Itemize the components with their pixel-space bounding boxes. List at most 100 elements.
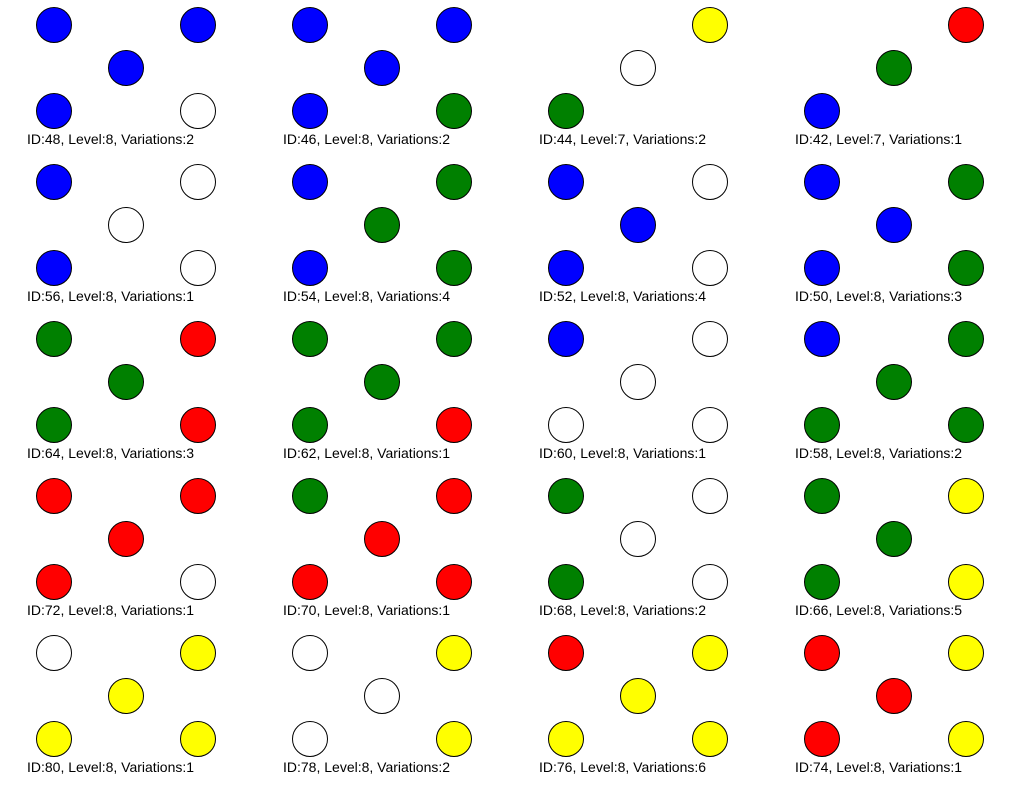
red-circle [364,521,400,557]
white-circle [36,635,72,671]
green-circle [436,321,472,357]
cell-caption: ID:54, Level:8, Variations:4 [283,288,451,304]
green-circle [948,407,984,443]
white-circle [108,207,144,243]
pattern-cell: ID:54, Level:8, Variations:4 [256,157,512,314]
blue-circle [36,164,72,200]
pattern-cell: ID:50, Level:8, Variations:3 [768,157,1024,314]
cell-caption: ID:70, Level:8, Variations:1 [283,602,451,618]
green-circle [292,407,328,443]
red-circle [436,564,472,600]
red-circle [180,321,216,357]
pattern-cell: ID:74, Level:8, Variations:1 [768,628,1024,785]
red-circle [804,635,840,671]
green-circle [292,321,328,357]
green-circle [436,164,472,200]
yellow-circle [948,721,984,757]
white-circle [692,321,728,357]
blue-circle [436,7,472,43]
white-circle [292,721,328,757]
yellow-circle [948,478,984,514]
green-circle [548,478,584,514]
blue-circle [364,50,400,86]
white-circle [620,364,656,400]
blue-circle [548,164,584,200]
yellow-circle [948,564,984,600]
green-circle [804,407,840,443]
yellow-circle [436,635,472,671]
cell-caption: ID:58, Level:8, Variations:2 [795,445,963,461]
green-circle [292,478,328,514]
pattern-cell: ID:42, Level:7, Variations:1 [768,0,1024,157]
white-circle [692,164,728,200]
pattern-cell: ID:58, Level:8, Variations:2 [768,314,1024,471]
red-circle [180,407,216,443]
yellow-circle [180,635,216,671]
pattern-cell: ID:56, Level:8, Variations:1 [0,157,256,314]
green-circle [436,250,472,286]
cell-caption: ID:48, Level:8, Variations:2 [27,131,195,147]
pattern-cell: ID:68, Level:8, Variations:2 [512,471,768,628]
white-circle [692,407,728,443]
blue-circle [36,93,72,129]
green-circle [876,364,912,400]
red-circle [436,407,472,443]
cell-caption: ID:66, Level:8, Variations:5 [795,602,963,618]
green-circle [876,50,912,86]
blue-circle [876,207,912,243]
pattern-cell: ID:62, Level:8, Variations:1 [256,314,512,471]
yellow-circle [548,721,584,757]
blue-circle [620,207,656,243]
cell-caption: ID:56, Level:8, Variations:1 [27,288,195,304]
yellow-circle [692,7,728,43]
pattern-cell: ID:52, Level:8, Variations:4 [512,157,768,314]
cell-caption: ID:62, Level:8, Variations:1 [283,445,451,461]
yellow-circle [692,635,728,671]
green-circle [948,250,984,286]
pattern-cell: ID:70, Level:8, Variations:1 [256,471,512,628]
green-circle [436,93,472,129]
pattern-cell: ID:46, Level:8, Variations:2 [256,0,512,157]
blue-circle [548,250,584,286]
yellow-circle [180,721,216,757]
green-circle [364,364,400,400]
pattern-cell: ID:72, Level:8, Variations:1 [0,471,256,628]
green-circle [804,564,840,600]
green-circle [36,407,72,443]
blue-circle [804,250,840,286]
red-circle [804,721,840,757]
red-circle [548,635,584,671]
red-circle [36,478,72,514]
green-circle [364,207,400,243]
white-circle [692,478,728,514]
blue-circle [804,164,840,200]
yellow-circle [108,678,144,714]
green-circle [948,321,984,357]
blue-circle [292,93,328,129]
pattern-cell: ID:78, Level:8, Variations:2 [256,628,512,785]
pattern-cell: ID:64, Level:8, Variations:3 [0,314,256,471]
cell-caption: ID:60, Level:8, Variations:1 [539,445,707,461]
green-circle [548,93,584,129]
red-circle [948,7,984,43]
yellow-circle [436,721,472,757]
white-circle [620,50,656,86]
cell-caption: ID:50, Level:8, Variations:3 [795,288,963,304]
blue-circle [548,321,584,357]
red-circle [876,678,912,714]
cell-caption: ID:80, Level:8, Variations:1 [27,759,195,775]
white-circle [180,564,216,600]
blue-circle [180,7,216,43]
yellow-circle [620,678,656,714]
green-circle [876,521,912,557]
cell-caption: ID:74, Level:8, Variations:1 [795,759,963,775]
white-circle [180,250,216,286]
green-circle [548,564,584,600]
blue-circle [36,7,72,43]
cell-caption: ID:44, Level:7, Variations:2 [539,131,707,147]
cell-caption: ID:78, Level:8, Variations:2 [283,759,451,775]
pattern-cell: ID:44, Level:7, Variations:2 [512,0,768,157]
red-circle [36,564,72,600]
cell-caption: ID:52, Level:8, Variations:4 [539,288,707,304]
